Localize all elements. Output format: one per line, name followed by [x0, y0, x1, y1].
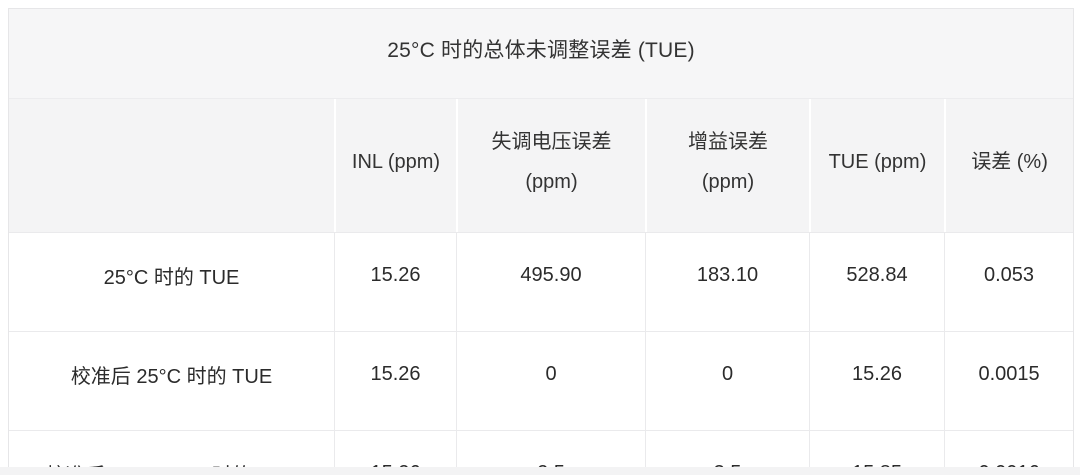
- column-header-label-line2: (ppm): [525, 170, 578, 193]
- cell-tue: 528.84: [809, 232, 944, 331]
- row-label: 25°C 时的 TUE: [9, 232, 334, 331]
- table-title: 25°C 时的总体未调整误差 (TUE): [9, 9, 1074, 99]
- cell-gain-error: 183.10: [645, 232, 809, 331]
- column-header-label-line2: (ppm): [701, 170, 755, 193]
- column-header-tue: TUE (ppm): [809, 99, 944, 232]
- cell-offset-error: 495.90: [456, 232, 645, 331]
- tue-table: 25°C 时的总体未调整误差 (TUE) INL (ppm) 失调电压误差 (p…: [8, 8, 1075, 475]
- table-header-row: INL (ppm) 失调电压误差 (ppm) 增益误差 (ppm) TUE (p…: [9, 99, 1074, 232]
- cell-gain-error: 0: [645, 331, 809, 430]
- cell-error-percent: 0.053: [944, 232, 1074, 331]
- cell-inl: 15.26: [334, 331, 456, 430]
- column-header-label: 增益误差: [688, 130, 768, 153]
- cell-error-percent: 0.0015: [944, 331, 1074, 430]
- table-title-row: 25°C 时的总体未调整误差 (TUE): [9, 9, 1074, 99]
- column-header-error-percent: 误差 (%): [944, 99, 1074, 232]
- cell-tue: 15.26: [809, 331, 944, 430]
- column-header-offset-error: 失调电压误差 (ppm): [456, 99, 645, 232]
- column-header-gain-error: 增益误差 (ppm): [645, 99, 809, 232]
- column-header-label: 误差 (%): [971, 150, 1048, 173]
- cell-inl: 15.26: [334, 232, 456, 331]
- column-header-label: 失调电压误差: [491, 130, 612, 153]
- column-header-empty: [9, 99, 334, 232]
- row-label: 校准后 25°C 时的 TUE: [9, 331, 334, 430]
- table-row: 校准后 25°C 时的 TUE 15.26 0 0 15.26 0.0015: [9, 331, 1074, 430]
- column-header-label: INL (ppm): [351, 150, 441, 173]
- column-header-label: TUE (ppm): [828, 150, 927, 173]
- table-row: 25°C 时的 TUE 15.26 495.90 183.10 528.84 0…: [9, 232, 1074, 331]
- column-header-inl: INL (ppm): [334, 99, 456, 232]
- table-row: 校准后 25°C ±5°C 时的 TUE 15.26 2.5 3.5 15.85…: [9, 430, 1074, 475]
- cell-offset-error: 0: [456, 331, 645, 430]
- page-bottom-strip: [0, 467, 1080, 475]
